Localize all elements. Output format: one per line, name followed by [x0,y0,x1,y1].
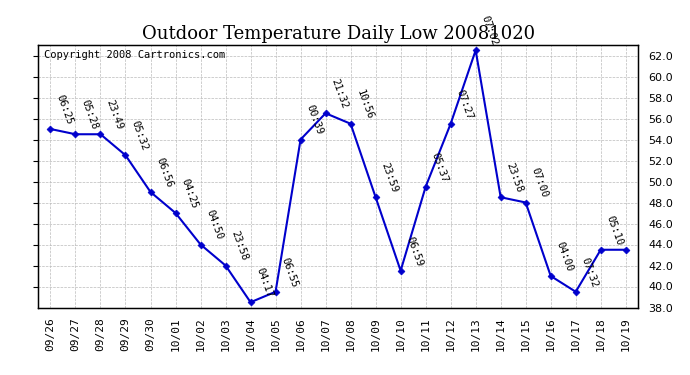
Text: 07:00: 07:00 [529,166,549,200]
Text: Copyright 2008 Cartronics.com: Copyright 2008 Cartronics.com [44,50,225,60]
Text: 04:50: 04:50 [204,209,224,242]
Text: 00:39: 00:39 [304,104,324,136]
Text: 05:28: 05:28 [79,98,99,131]
Title: Outdoor Temperature Daily Low 20081020: Outdoor Temperature Daily Low 20081020 [141,26,535,44]
Text: 05:37: 05:37 [429,151,449,184]
Text: 07:32: 07:32 [580,256,600,289]
Text: 04:25: 04:25 [179,177,199,210]
Text: 07:27: 07:27 [455,88,475,121]
Text: 06:25: 06:25 [55,93,75,126]
Text: 23:58: 23:58 [504,161,524,194]
Text: 04:00: 04:00 [555,240,575,273]
Text: 07:02: 07:02 [480,14,500,47]
Text: 21:32: 21:32 [329,77,349,110]
Text: 06:59: 06:59 [404,235,424,268]
Text: 10:56: 10:56 [355,88,375,121]
Text: 23:49: 23:49 [104,98,124,131]
Text: 05:32: 05:32 [129,119,149,152]
Text: 06:56: 06:56 [155,156,175,189]
Text: 23:58: 23:58 [229,230,249,262]
Text: 04:17: 04:17 [255,266,275,299]
Text: 06:55: 06:55 [279,256,299,289]
Text: 23:59: 23:59 [380,161,400,194]
Text: 05:10: 05:10 [604,214,624,247]
